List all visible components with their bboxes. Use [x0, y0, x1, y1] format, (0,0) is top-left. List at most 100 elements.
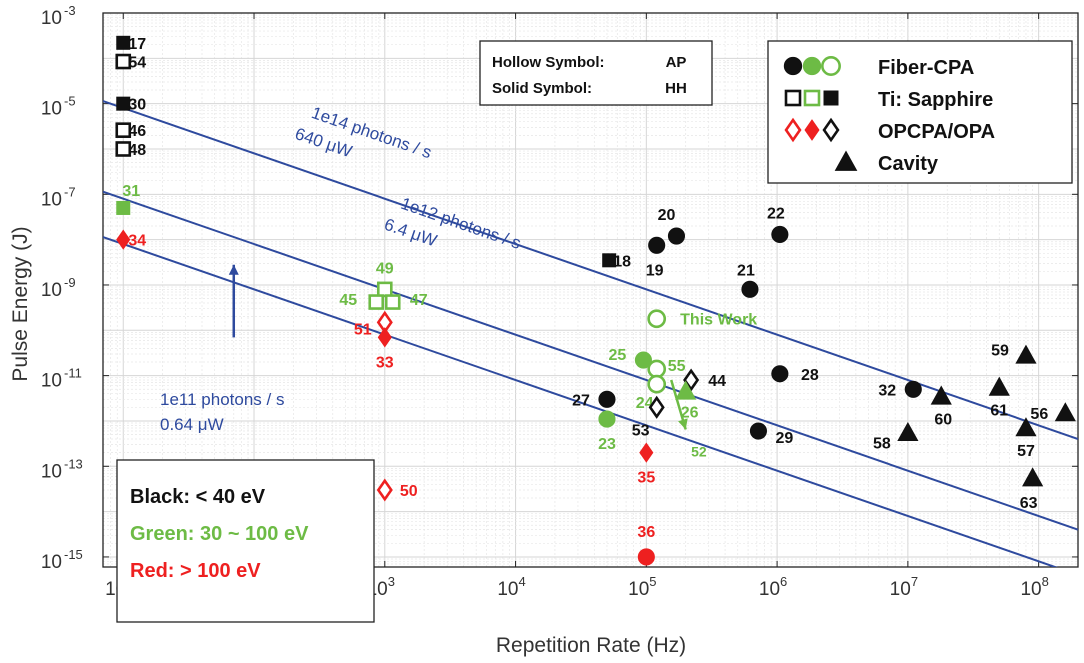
point-label: 60 — [934, 411, 952, 428]
legend-symbol — [802, 56, 822, 76]
reference-line — [103, 190, 1078, 531]
legend-symbol — [784, 117, 802, 143]
point-label: 18 — [613, 253, 631, 270]
data-point — [667, 227, 686, 245]
y-tick-exponent: -9 — [64, 275, 76, 290]
point-label: 54 — [128, 55, 146, 72]
data-point — [115, 141, 132, 157]
legend-label: Fiber-CPA — [878, 57, 974, 79]
point-label: 20 — [658, 207, 676, 224]
point-label: 36 — [637, 524, 655, 541]
point-label: 19 — [646, 262, 664, 279]
data-point — [771, 225, 789, 244]
point-label: 23 — [598, 436, 616, 453]
y-tick-exponent: -3 — [64, 3, 76, 18]
point-label: 25 — [609, 347, 627, 364]
x-tick-label: 106 — [759, 574, 787, 600]
point-label: 35 — [637, 470, 655, 487]
legend-symbol — [803, 89, 821, 107]
point-label: 17 — [128, 36, 146, 53]
reference-line — [103, 236, 1059, 567]
y-tick-exponent: -5 — [64, 94, 76, 109]
point-label: 45 — [339, 292, 357, 309]
data-point — [384, 294, 401, 310]
point-label: 57 — [1017, 443, 1035, 460]
y-tick-label: 10 — [41, 552, 62, 573]
data-point — [1015, 417, 1037, 437]
legend-label: Ti: Sapphire — [878, 89, 993, 111]
y-tick-exponent: -13 — [64, 456, 83, 471]
data-point — [116, 35, 131, 50]
arrow-head — [678, 418, 688, 430]
point-label: 53 — [632, 422, 650, 439]
data-point — [648, 236, 666, 254]
data-point — [771, 365, 789, 383]
legend-symbol — [783, 56, 803, 76]
y-tick-exponent: -15 — [64, 547, 83, 562]
data-point — [741, 280, 759, 298]
data-point — [647, 309, 667, 329]
data-point — [116, 200, 131, 215]
color-key: Black: < 40 eV Green: 30 ~ 100 eV Red: > 1… — [116, 459, 375, 623]
data-point — [647, 359, 667, 379]
point-label: 21 — [737, 262, 755, 279]
point-label: 51 — [354, 321, 372, 338]
annotation-label: Solid Symbol: — [492, 80, 592, 97]
reference-line-label: 0.64 μW — [160, 415, 224, 434]
legend: Fiber-CPA Ti: Sapphire OPCPA/OPA Cavity — [767, 40, 1073, 184]
annotation-label: Hollow Symbol: — [492, 54, 605, 71]
color-key-frame — [116, 459, 375, 623]
point-label: 56 — [1030, 406, 1048, 423]
data-point — [376, 478, 393, 502]
point-label: 30 — [128, 97, 146, 114]
point-label: 63 — [1020, 495, 1038, 512]
legend-symbol — [834, 150, 858, 171]
data-point — [648, 395, 665, 419]
point-label: 47 — [410, 292, 428, 309]
color-key-item: Red: > 100 eV — [130, 560, 261, 582]
point-label: 44 — [708, 373, 726, 390]
data-point — [115, 122, 132, 138]
legend-label: OPCPA/OPA — [878, 121, 995, 143]
point-label: 58 — [873, 436, 891, 453]
y-axis-label: Pulse Energy (J) — [9, 226, 32, 381]
point-label: 52 — [691, 444, 707, 460]
data-point — [897, 421, 919, 442]
data-point — [376, 281, 393, 298]
arrows: 52 — [228, 264, 707, 460]
arrow-head — [228, 264, 239, 275]
data-point — [749, 422, 768, 440]
point-label: 28 — [801, 367, 819, 384]
point-label: 34 — [128, 233, 146, 250]
data-point — [1015, 344, 1037, 364]
data-point — [116, 229, 131, 250]
annotation-value: AP — [666, 54, 687, 71]
legend-symbol — [821, 56, 841, 76]
point-label: 55 — [668, 358, 686, 375]
point-label: 48 — [128, 142, 146, 159]
annotation-box-frame — [479, 40, 713, 106]
point-label: 26 — [681, 404, 699, 421]
x-tick-label: 104 — [497, 574, 525, 600]
data-point — [377, 327, 392, 348]
annotation-value: HH — [665, 80, 687, 97]
color-key-item: Green: 30 ~ 100 eV — [130, 523, 309, 545]
x-tick-label: 108 — [1020, 574, 1048, 600]
legend-symbol — [823, 90, 839, 106]
point-label: 59 — [991, 342, 1009, 359]
data-point — [639, 442, 654, 463]
data-point — [598, 410, 616, 428]
point-label: 32 — [878, 382, 896, 399]
point-label: 29 — [776, 430, 794, 447]
point-label: This Work — [680, 312, 757, 329]
point-label: 27 — [572, 392, 590, 409]
legend-symbol — [784, 89, 802, 107]
data-point — [368, 294, 385, 310]
y-tick-label: 10 — [41, 371, 62, 392]
data-point — [598, 390, 616, 408]
data-point — [115, 53, 132, 70]
plot-frame — [102, 12, 1079, 568]
data-point — [904, 380, 922, 398]
x-tick-label: 107 — [890, 574, 918, 600]
